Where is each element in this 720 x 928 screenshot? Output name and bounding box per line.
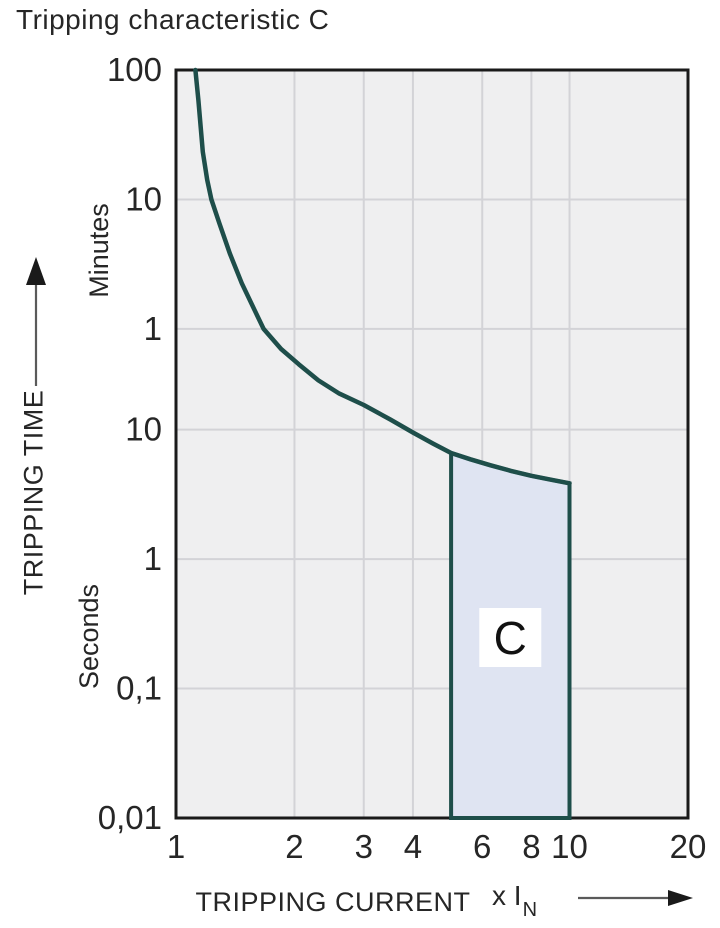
x-tick-label: 1 [167,828,185,865]
arrow-head-icon [668,890,693,906]
x-tick-label: 4 [404,828,422,865]
x-tick-label: 10 [551,828,588,865]
x-axis-direction-arrow [578,890,693,906]
y-tick-label: 0,01 [98,799,162,836]
y-tick-label: 10 [125,411,162,448]
plot-border [174,68,690,820]
y-axis-direction-arrow [26,257,46,386]
y-tick-label: 100 [107,51,162,88]
y-tick-label: 1 [144,310,162,347]
arrow-head-icon [26,257,46,285]
unit-subscript: N [522,898,538,921]
x-tick-label: 2 [285,828,303,865]
x-tick-label: 8 [522,828,540,865]
region-label: C [494,612,527,664]
region-label-box [479,608,542,667]
y-tick-label: 0,1 [116,670,162,707]
tripping-curve [193,67,572,486]
x-tick-label: 3 [355,828,373,865]
x-tick-label: 6 [473,828,491,865]
y-tick-label: 10 [125,180,162,217]
figure-title: Tripping characteristic C [16,4,330,35]
x-tick-label: 20 [670,828,707,865]
y-tick-label: 1 [144,540,162,577]
x-axis-unit: x IN [492,880,538,921]
